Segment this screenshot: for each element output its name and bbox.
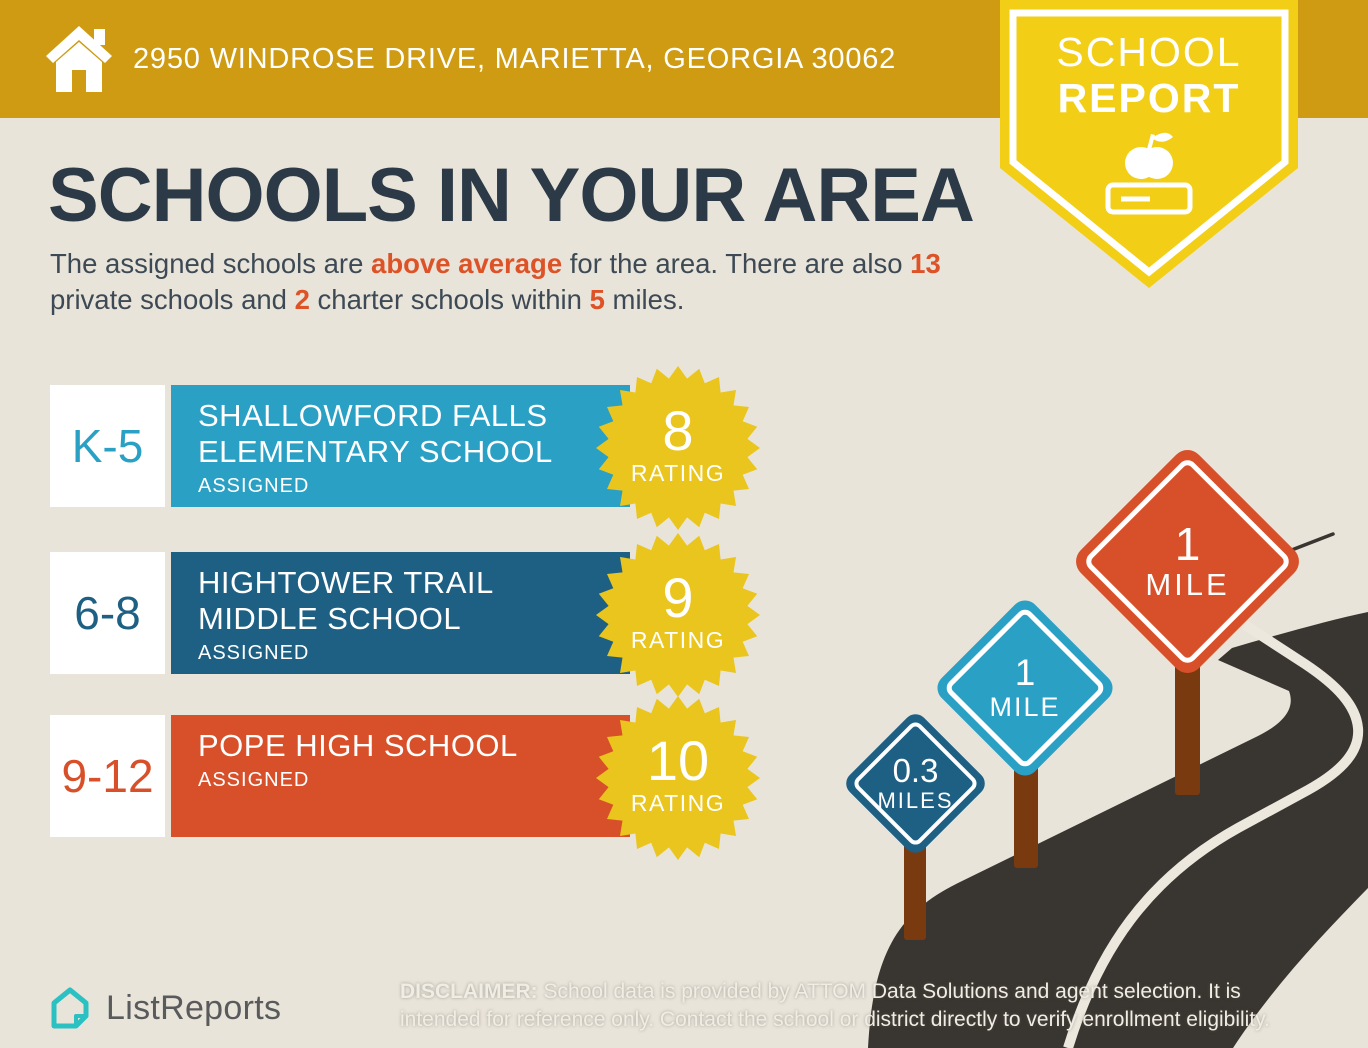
distance-sign-1-mile-red: 1 MILE	[1069, 443, 1306, 680]
grade-range: 9-12	[61, 750, 154, 802]
school-name: POPE HIGH SCHOOL	[198, 728, 518, 763]
intro-segment: for the area. There are also	[562, 248, 911, 279]
sign-unit: MILE	[989, 691, 1061, 722]
assigned-label: ASSIGNED	[198, 475, 310, 497]
disclaimer-text: DISCLAIMER: School data is provided by A…	[400, 980, 1270, 1031]
badge-line1: SCHOOL	[1056, 29, 1241, 75]
assigned-label: ASSIGNED	[198, 769, 310, 791]
school-row-elementary: K-5 SHALLOWFORD FALLS ELEMENTARY SCHOOL …	[50, 366, 810, 530]
home-icon	[46, 26, 112, 92]
apple-on-book-icon	[1105, 132, 1193, 215]
school-bar: SHALLOWFORD FALLS ELEMENTARY SCHOOL ASSI…	[171, 385, 630, 507]
sign-distance: 0.3	[892, 751, 939, 789]
listreports-logo: ListReports	[46, 984, 281, 1032]
school-bar: HIGHTOWER TRAIL MIDDLE SCHOOL ASSIGNED	[171, 552, 630, 674]
rating-starburst	[596, 533, 760, 697]
disclaimer-label: DISCLAIMER:	[400, 980, 538, 1003]
intro-segment: miles.	[604, 284, 685, 315]
school-name: SHALLOWFORD FALLS ELEMENTARY SCHOOL	[198, 398, 553, 469]
badge-line2: REPORT	[1058, 75, 1241, 121]
intro-highlight: above average	[371, 248, 563, 279]
grade-box: K-5	[50, 385, 165, 507]
rating-value: 8	[662, 399, 694, 462]
distance-sign-1-mile-teal: 1 MILE	[931, 594, 1119, 782]
intro-text: The assigned schools are above average f…	[50, 246, 950, 318]
rating-starburst	[596, 366, 760, 530]
assigned-label: ASSIGNED	[198, 642, 310, 664]
school-name: HIGHTOWER TRAIL MIDDLE SCHOOL	[198, 565, 494, 636]
school-report-badge: SCHOOL REPORT	[1000, 0, 1298, 288]
intro-highlight: 2	[294, 284, 310, 315]
property-address: 2950 WINDROSE DRIVE, MARIETTA, GEORGIA 3…	[133, 42, 897, 75]
sign-distance: 1	[1014, 651, 1036, 693]
rating-badge: 9 RATING	[594, 531, 762, 699]
sign-post	[904, 835, 926, 940]
school-row-middle: 6-8 HIGHTOWER TRAIL MIDDLE SCHOOL ASSIGN…	[50, 533, 810, 697]
rating-value: 9	[662, 566, 694, 629]
rating-label: RATING	[630, 627, 726, 653]
road-shape	[868, 612, 1368, 1048]
rating-starburst	[596, 696, 760, 860]
intro-segment: charter schools within	[309, 284, 590, 315]
sign-distance: 1	[1174, 517, 1201, 570]
rating-label: RATING	[630, 790, 726, 816]
grade-range: 6-8	[74, 587, 141, 639]
rating-label: RATING	[630, 460, 726, 486]
grade-box: 9-12	[50, 715, 165, 837]
logo-text: ListReports	[106, 988, 282, 1027]
page-title: SCHOOLS IN YOUR AREA	[48, 153, 975, 238]
road-center-line	[1063, 620, 1364, 1048]
school-bar: POPE HIGH SCHOOL ASSIGNED	[171, 715, 630, 837]
intro-segment: The assigned schools are	[50, 248, 372, 279]
grade-box: 6-8	[50, 552, 165, 674]
sign-unit: MILES	[877, 787, 954, 813]
sign-post	[1175, 660, 1200, 795]
rating-badge: 8 RATING	[594, 364, 762, 532]
listreports-house-icon	[51, 987, 89, 1029]
sign-unit: MILE	[1145, 566, 1230, 602]
grade-range: K-5	[71, 420, 144, 472]
distance-sign-0-3-miles: 0.3 MILES	[841, 709, 990, 858]
school-row-high: 9-12 POPE HIGH SCHOOL ASSIGNED 10 RATING	[50, 696, 810, 860]
rating-badge: 10 RATING	[594, 694, 762, 862]
rating-value: 10	[646, 729, 710, 792]
intro-highlight: 13	[910, 248, 941, 279]
intro-highlight: 5	[589, 284, 605, 315]
intro-segment: private schools and	[50, 284, 295, 315]
